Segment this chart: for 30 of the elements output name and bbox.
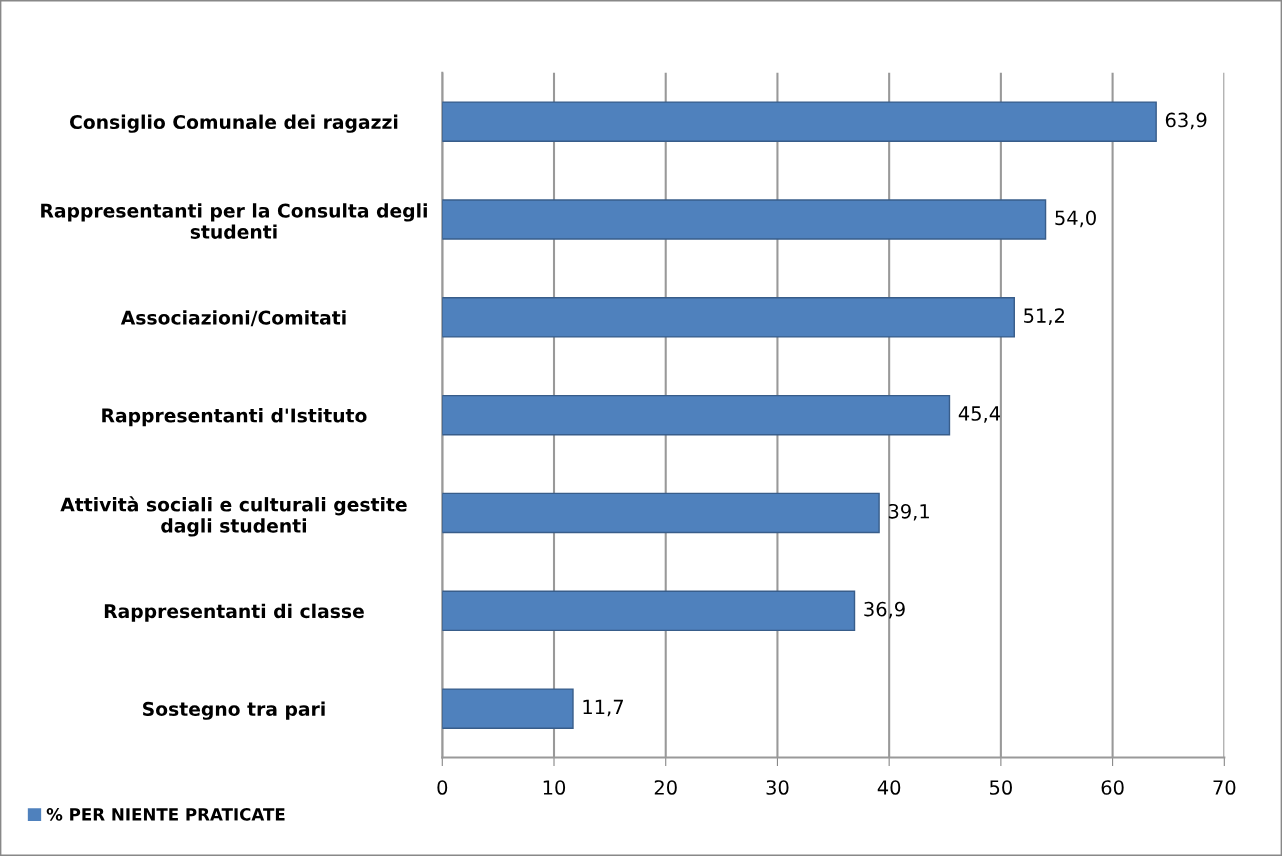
data-label: 54,0 (1055, 210, 1096, 228)
x-tick-label: 60 (1101, 780, 1124, 795)
y-tick-label: Rappresentanti di classe (104, 603, 364, 622)
x-tick-label: 30 (766, 780, 789, 795)
y-tick-label: Associazioni/Comitati (120, 310, 346, 327)
data-label: 11,7 (583, 699, 623, 717)
bar (442, 199, 1047, 240)
x-tick-label: 20 (654, 780, 677, 795)
x-tick-label: 70 (1213, 780, 1236, 795)
y-tick-label: Attività sociali e culturali gestite dagli studenti (60, 496, 407, 537)
x-tick-label: 10 (543, 780, 566, 795)
bar (442, 590, 856, 632)
data-label: 51,2 (1024, 308, 1064, 325)
bar (442, 492, 880, 534)
x-tick-label: 40 (877, 780, 901, 795)
data-label: 36,9 (864, 601, 905, 619)
bar (442, 101, 1157, 142)
data-label: 63,9 (1165, 112, 1207, 130)
bar (442, 297, 1015, 338)
bar (442, 688, 574, 729)
x-tick-label: 50 (990, 780, 1012, 795)
legend-label: % PER NIENTE PRATICATE (46, 808, 285, 821)
bar (442, 394, 951, 436)
data-label: 45,4 (958, 406, 1001, 423)
data-label: 39,1 (888, 503, 929, 521)
y-tick-label: Rappresentanti d'Istituto (102, 408, 367, 427)
y-tick-label: Sostegno tra pari (143, 701, 325, 720)
y-tick-label: Consiglio Comunale dei ragazzi (70, 114, 398, 133)
y-tick-label: Rappresentanti per la Consulta degli studenti (41, 203, 427, 239)
x-tick-label: 0 (437, 780, 448, 795)
